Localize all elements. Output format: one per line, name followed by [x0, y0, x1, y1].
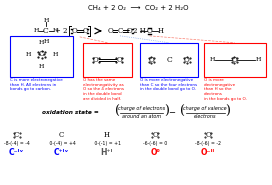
Text: H: H	[39, 64, 44, 69]
Text: -8-(-4) = -4: -8-(-4) = -4	[4, 141, 30, 146]
Text: electrons: electrons	[194, 114, 217, 119]
Text: O: O	[72, 27, 77, 35]
Text: H: H	[52, 52, 58, 57]
Text: O: O	[93, 56, 99, 64]
Text: O: O	[231, 56, 237, 64]
Text: O is more electronegative
than C so the four electrons
in the double bond go to : O is more electronegative than C so the …	[140, 78, 197, 91]
Text: charge of electrons: charge of electrons	[118, 106, 165, 111]
Text: C: C	[118, 27, 123, 35]
Bar	[204, 43, 266, 77]
Text: H: H	[39, 40, 44, 45]
Text: H: H	[157, 27, 163, 35]
Text: H: H	[25, 52, 31, 57]
Text: O: O	[149, 56, 154, 64]
Text: CH₄ + 2 O₂  ⟶  CO₂ + 2 H₂O: CH₄ + 2 O₂ ⟶ CO₂ + 2 H₂O	[88, 5, 188, 11]
Text: −: −	[168, 108, 175, 117]
Text: O: O	[107, 27, 113, 35]
Text: O: O	[153, 131, 158, 139]
Text: C is more electronegative
than H. All electrons in
bonds go to carbon.: C is more electronegative than H. All el…	[10, 78, 63, 91]
Text: H: H	[53, 28, 58, 33]
Text: + 2: + 2	[55, 27, 68, 35]
Bar	[83, 43, 132, 77]
Text: C: C	[166, 56, 172, 64]
Text: O⁻ᴵᴵ: O⁻ᴵᴵ	[201, 148, 215, 157]
Text: ): )	[225, 105, 230, 118]
Text: around an atom: around an atom	[122, 114, 161, 119]
Text: O: O	[147, 27, 152, 35]
Text: -8-(-6) = -2: -8-(-6) = -2	[195, 141, 221, 146]
Text: charge of valence: charge of valence	[183, 106, 227, 111]
Text: C: C	[43, 27, 49, 35]
Text: O: O	[205, 131, 211, 139]
Text: -6-(-6) = 0: -6-(-6) = 0	[143, 141, 168, 146]
Text: O is more
electronegative
than H so the
electrons
in the bonds go to O.: O is more electronegative than H so the …	[204, 78, 247, 101]
Text: C: C	[14, 131, 19, 139]
Text: O has the same
electronegativity as
O so the 4 electrons
in the double bond
are : O has the same electronegativity as O so…	[83, 78, 124, 101]
Text: (: (	[180, 105, 185, 118]
Text: H: H	[33, 28, 39, 33]
Text: O: O	[184, 56, 190, 64]
Text: H: H	[255, 58, 261, 63]
Text: 0-(-1) = +1: 0-(-1) = +1	[92, 141, 120, 146]
Text: C⁺ᴵᵛ: C⁺ᴵᵛ	[54, 148, 69, 157]
Bar	[140, 43, 198, 77]
Text: O: O	[116, 56, 122, 64]
Text: H: H	[43, 18, 49, 23]
Text: H⁺ᴵ: H⁺ᴵ	[100, 148, 113, 157]
Text: ): )	[164, 105, 169, 118]
Text: C: C	[59, 131, 64, 139]
Text: 0-(-4) = +4: 0-(-4) = +4	[48, 141, 76, 146]
Bar	[10, 36, 73, 77]
Text: H: H	[209, 58, 215, 63]
Text: C⁻ᴵᵛ: C⁻ᴵᵛ	[9, 148, 24, 157]
Text: (: (	[115, 105, 120, 118]
Text: O: O	[127, 27, 133, 35]
Text: H: H	[104, 131, 110, 139]
Text: O: O	[82, 27, 88, 35]
Text: oxidation state =: oxidation state =	[42, 110, 99, 115]
Text: O⁰: O⁰	[150, 148, 160, 157]
Text: H: H	[43, 39, 49, 44]
Text: C: C	[39, 51, 44, 58]
Text: + 2 H: + 2 H	[125, 27, 146, 35]
